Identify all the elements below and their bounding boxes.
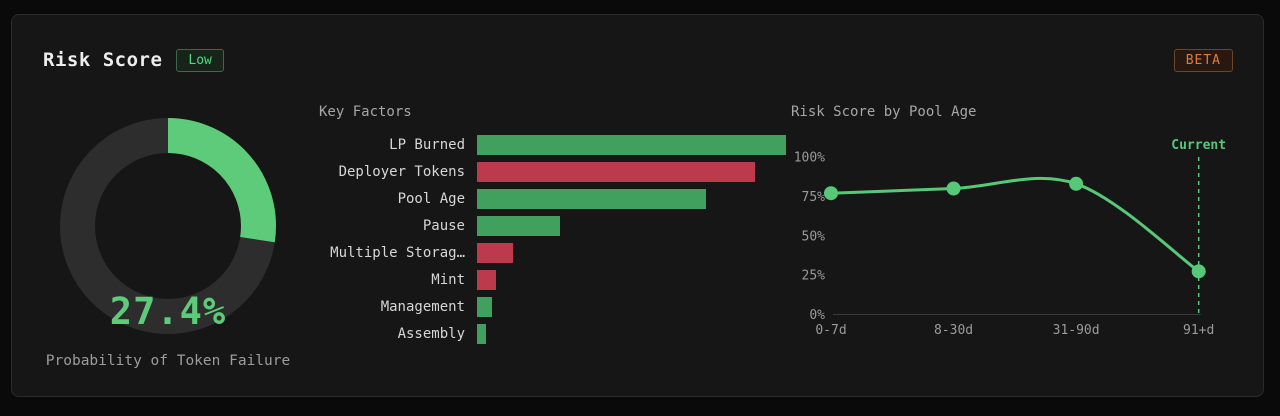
beta-badge: BETA <box>1173 48 1233 72</box>
risk-donut-section: 27.4% Probability of Token Failure <box>43 101 293 391</box>
factor-bar <box>477 242 513 263</box>
x-tick-label: 8-30d <box>934 323 973 338</box>
y-tick-label: 25% <box>802 269 826 284</box>
factor-label: Pause <box>422 217 465 234</box>
factor-label: Multiple Storag… <box>330 244 465 261</box>
factor-bar-track <box>477 323 786 344</box>
factor-bar <box>477 161 756 182</box>
data-point-marker <box>824 186 838 201</box>
factor-bar-track <box>477 134 786 155</box>
x-tick-label: 0-7d <box>815 323 846 338</box>
donut-arc <box>60 118 276 334</box>
factor-row: Deployer Tokens <box>319 158 786 185</box>
pool-age-section: Risk Score by Pool Age 100% 75% 50% 25% 0% 0-… <box>791 104 1272 346</box>
factor-row: Multiple Storag… <box>319 239 786 266</box>
y-tick-label: 75% <box>802 190 826 205</box>
factor-label: Mint <box>431 271 465 288</box>
data-point-marker <box>946 181 961 196</box>
key-factors-section: Key Factors LP Burned Deployer Tokens Pool… <box>319 104 786 347</box>
factor-bar <box>477 215 561 236</box>
risk-level-badge: Low <box>176 48 224 72</box>
y-tick-label: 50% <box>802 229 826 244</box>
factor-bar <box>477 296 493 317</box>
key-factors-title: Key Factors <box>319 104 412 120</box>
factor-label: Pool Age <box>397 190 465 207</box>
factor-row: Assembly <box>319 320 786 347</box>
data-point-marker <box>1069 176 1084 191</box>
key-factors-chart: LP Burned Deployer Tokens Pool Age Pause Mul… <box>319 131 786 347</box>
x-tick-label: 31-90d <box>1053 323 1100 338</box>
risk-score-card: Risk Score Low BETA 27.4% Probability of… <box>11 14 1264 397</box>
factor-bar <box>477 134 786 155</box>
factor-bar <box>477 269 496 290</box>
risk-line-path <box>830 176 1200 273</box>
donut-caption: Probability of Token Failure <box>45 353 291 369</box>
factor-label: Management <box>380 298 465 315</box>
factor-bar-track <box>477 296 786 317</box>
factor-bar-track <box>477 188 786 209</box>
data-point-marker <box>1191 264 1206 279</box>
page-title: Risk Score <box>43 49 163 71</box>
x-tick-label: 91+d <box>1183 323 1214 338</box>
factor-label: Assembly <box>397 325 465 342</box>
factor-row: Mint <box>319 266 786 293</box>
factor-row: Management <box>319 293 786 320</box>
risk-score-value: 27.4% <box>109 290 227 333</box>
pool-age-title: Risk Score by Pool Age <box>791 104 977 120</box>
factor-label: LP Burned <box>389 136 465 153</box>
factor-row: Pool Age <box>319 185 786 212</box>
factor-bar-track <box>477 161 786 182</box>
y-tick-label: 100% <box>794 151 825 166</box>
pool-age-line-chart: 100% 75% 50% 25% 0%0-7d 8-30d 31-90d 91+d Curren… <box>794 138 1226 338</box>
factor-row: Pause <box>319 212 786 239</box>
y-tick-label: 0% <box>809 308 825 323</box>
factor-bar-track <box>477 215 786 236</box>
risk-donut-chart <box>60 118 276 334</box>
factor-bar-track <box>477 242 786 263</box>
factor-bar <box>477 188 706 209</box>
factor-bar-track <box>477 269 786 290</box>
current-annotation-label: Current <box>1171 138 1226 153</box>
factor-label: Deployer Tokens <box>338 163 465 180</box>
factor-bar <box>477 323 486 344</box>
card-header: Risk Score Low BETA <box>43 46 1233 74</box>
factor-row: LP Burned <box>319 131 786 158</box>
